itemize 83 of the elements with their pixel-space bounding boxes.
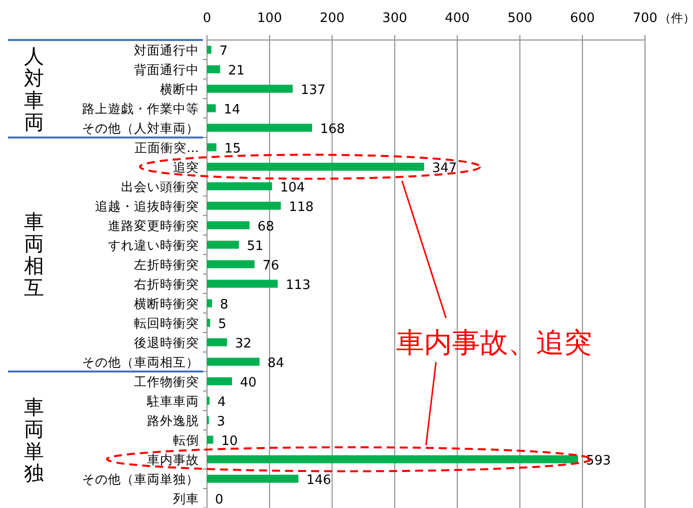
y-tick-label: 左折時衝突 (134, 256, 199, 272)
y-tick-label: 横断時衝突 (134, 296, 199, 311)
bar (207, 124, 312, 132)
bar (207, 260, 255, 268)
y-tick-label: 路外逸脱 (147, 412, 199, 428)
data-label: 5 (218, 316, 226, 332)
y-tick-label: 転回時衝突 (134, 315, 199, 330)
y-tick-label: その他（人対車両） (82, 120, 199, 136)
text: 車両相互 (24, 210, 44, 300)
bar (207, 104, 216, 112)
y-tick-label: すれ違い時衝突 (108, 237, 199, 252)
bar (207, 162, 424, 171)
bar (207, 182, 272, 190)
data-label: 68 (258, 219, 274, 234)
data-label: 0 (215, 492, 224, 508)
bar (207, 46, 212, 54)
y-tick-label: 転倒 (173, 432, 199, 448)
data-label: 10 (221, 434, 238, 449)
data-label: 84 (268, 356, 284, 371)
data-label: 21 (228, 63, 245, 78)
x-tick-label: 0 (202, 11, 212, 26)
y-tick-label: 路上遊戯・作業中等 (82, 100, 199, 116)
data-label: 76 (262, 258, 280, 274)
data-label: 113 (286, 278, 311, 293)
x-tick-label: 100 (257, 11, 282, 26)
data-label: 168 (320, 122, 345, 137)
data-label: 118 (288, 200, 314, 215)
y-tick-label: 出会い頭衝突 (121, 178, 199, 194)
data-label: 8 (220, 297, 228, 312)
y-tick-label: 背面通行中 (134, 62, 199, 77)
y-tick-label: 車内事故 (147, 452, 199, 467)
y-tick-label: 対面通行中 (134, 42, 199, 58)
bar (207, 280, 278, 288)
bar (207, 455, 578, 464)
y-tick-label: その他（車両相互） (82, 354, 199, 370)
data-label: 347 (432, 160, 457, 176)
y-tick-label: 追突 (173, 159, 199, 174)
data-label: 40 (240, 375, 257, 390)
data-label: 14 (224, 102, 240, 118)
bar (207, 65, 220, 74)
data-label: 7 (219, 44, 228, 59)
x-tick-label: 400 (444, 11, 470, 26)
y-tick-label: 駐車車両 (146, 393, 199, 408)
bar (207, 221, 250, 230)
x-tick-label: 700 (632, 11, 658, 26)
bar (207, 84, 293, 93)
annotation: 車内事故、追突 (396, 326, 592, 359)
y-tick-label: 横断中 (160, 81, 199, 96)
data-label: 104 (280, 180, 305, 196)
bar (207, 202, 281, 210)
y-tick-label: 進路変更時衝突 (108, 218, 199, 233)
text: 車両単独 (24, 394, 44, 485)
data-label: 593 (586, 453, 611, 468)
bar (207, 358, 260, 366)
bar (207, 436, 214, 444)
y-tick-label: 右折時衝突 (134, 276, 199, 292)
y-tick-label: 列車 (173, 490, 199, 506)
y-tick-label: 追越・追抜時衝突 (95, 198, 199, 214)
x-axis-title: （件） (659, 11, 693, 25)
y-tick-label: 正面衝突… (134, 140, 199, 155)
x-tick-label: 200 (320, 11, 345, 26)
bar (207, 396, 210, 405)
bar (207, 299, 212, 308)
data-label: 4 (218, 394, 226, 410)
y-tick-label: 工作物衝突 (134, 374, 199, 389)
x-tick-label: 300 (382, 11, 408, 26)
x-tick-label: 500 (507, 11, 532, 26)
bar (207, 474, 298, 483)
bar (207, 143, 216, 152)
data-label: 137 (300, 82, 326, 98)
data-label: 32 (235, 336, 252, 352)
data-label: 146 (306, 472, 332, 488)
text: 人対車両 (24, 44, 44, 134)
bar (207, 377, 232, 386)
data-label: 3 (216, 414, 226, 430)
bar (207, 318, 210, 327)
x-tick-label: 600 (570, 11, 595, 26)
bar (207, 240, 239, 249)
data-label: 51 (246, 238, 264, 254)
y-tick-label: その他（車両単独） (82, 471, 199, 486)
y-tick-label: 後退時衝突 (134, 334, 199, 350)
data-label: 15 (224, 141, 241, 156)
bar (207, 338, 228, 346)
